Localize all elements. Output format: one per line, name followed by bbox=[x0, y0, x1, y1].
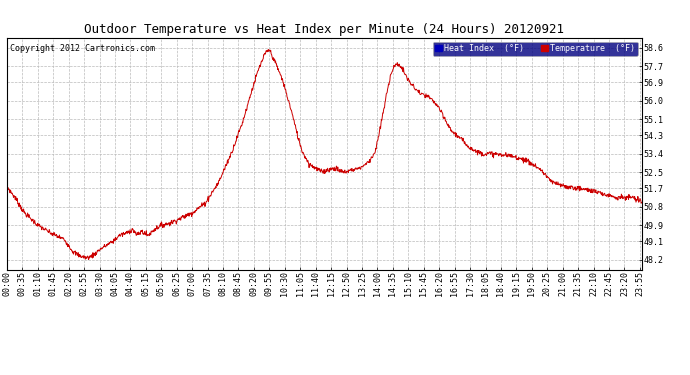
Title: Outdoor Temperature vs Heat Index per Minute (24 Hours) 20120921: Outdoor Temperature vs Heat Index per Mi… bbox=[84, 23, 564, 36]
Text: Copyright 2012 Cartronics.com: Copyright 2012 Cartronics.com bbox=[10, 45, 155, 54]
Legend: Heat Index  (°F), Temperature  (°F): Heat Index (°F), Temperature (°F) bbox=[433, 42, 638, 56]
